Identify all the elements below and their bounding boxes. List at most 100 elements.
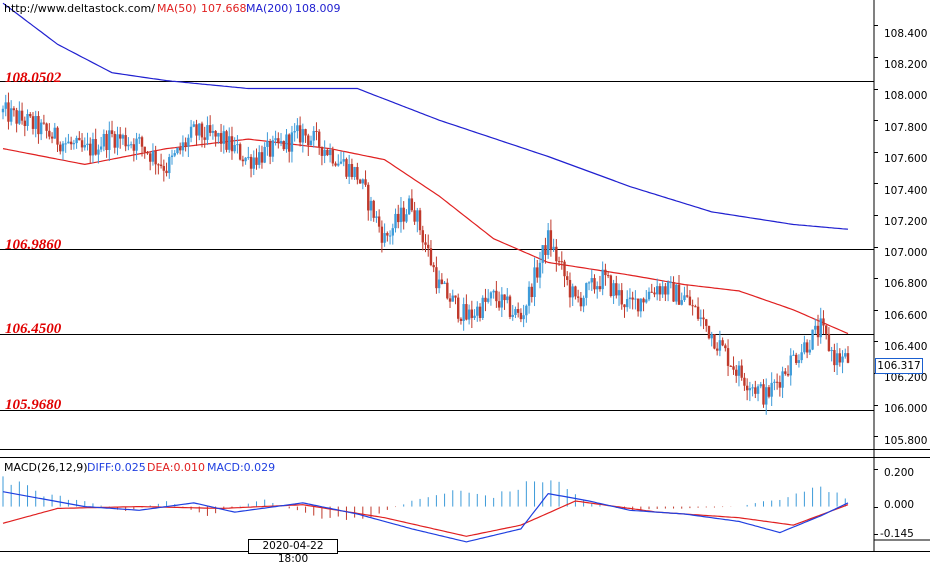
- candle-body: [729, 365, 732, 367]
- candle-body: [342, 159, 345, 162]
- candle-body: [767, 387, 771, 397]
- candle-body: [672, 282, 675, 302]
- candle-body: [835, 353, 839, 366]
- candle-body: [612, 283, 615, 296]
- candle-body: [658, 286, 662, 295]
- ma200-line: [2, 2, 849, 230]
- candle-body: [655, 286, 659, 295]
- candle-body: [519, 312, 523, 320]
- candle-body: [800, 352, 803, 361]
- candle-body: [560, 261, 563, 263]
- candle-body: [492, 290, 495, 293]
- candle-body: [563, 261, 566, 277]
- site-url[interactable]: http://www.deltastock.com/: [4, 2, 155, 15]
- candle-body: [568, 279, 572, 298]
- candle-body: [217, 133, 220, 137]
- macd-y-tick: 0.000: [884, 499, 915, 511]
- candle-body: [268, 141, 272, 157]
- candle-body: [685, 295, 689, 297]
- candle-body: [249, 156, 253, 169]
- candle-body: [699, 317, 703, 319]
- candle-body: [770, 382, 773, 397]
- candle-body: [765, 387, 768, 405]
- candle-body: [129, 144, 133, 146]
- candle-body: [841, 356, 844, 363]
- candle-body: [530, 286, 534, 298]
- candle-body: [522, 315, 525, 320]
- candle-body: [484, 297, 487, 302]
- candle-body: [541, 245, 544, 263]
- candle-body: [726, 348, 730, 366]
- candle-body: [328, 149, 332, 156]
- candle-body: [623, 304, 626, 308]
- candle-body: [596, 286, 599, 290]
- candle-body: [99, 146, 103, 150]
- candle-body: [320, 146, 324, 156]
- candle-body: [331, 149, 335, 164]
- candle-body: [740, 365, 743, 378]
- candle-body: [705, 319, 708, 326]
- candle-body: [645, 299, 648, 303]
- candle-body: [45, 123, 48, 131]
- candle-body: [347, 164, 351, 177]
- candle-body: [236, 144, 239, 146]
- macd-name: MACD(26,12,9): [4, 461, 88, 474]
- candle-body: [557, 261, 561, 263]
- candle-body: [683, 295, 686, 301]
- y-tick: 106.800: [884, 278, 928, 290]
- candle-body: [290, 132, 294, 152]
- candle-body: [516, 309, 520, 313]
- candle-body: [323, 149, 326, 156]
- candle-body: [544, 245, 547, 255]
- macd-diff-line: [2, 491, 849, 543]
- candle-body: [195, 124, 198, 136]
- candle-body: [511, 314, 514, 317]
- candle-body: [67, 141, 70, 144]
- candle-body: [486, 298, 490, 302]
- y-tick: 107.000: [884, 247, 928, 259]
- candle-body: [503, 294, 506, 301]
- candle-body: [127, 144, 130, 147]
- candle-body: [317, 131, 321, 147]
- candle-body: [833, 350, 836, 366]
- candle-body: [97, 149, 100, 155]
- candle-body: [631, 297, 634, 300]
- candle-body: [756, 386, 760, 394]
- candle-body: [350, 164, 354, 178]
- y-tick: 108.400: [884, 28, 928, 40]
- candle-body: [241, 159, 245, 162]
- candle-body: [113, 133, 116, 148]
- candle-body: [282, 140, 285, 150]
- candle-body: [582, 297, 585, 307]
- candle-body: [713, 334, 716, 349]
- candle-body: [418, 210, 422, 231]
- candle-body: [816, 325, 820, 338]
- candle-body: [590, 278, 593, 283]
- candle-body: [48, 130, 51, 137]
- candle-body: [754, 387, 757, 394]
- candle-body: [1, 108, 5, 113]
- candle-body: [664, 286, 667, 295]
- candle-body: [669, 282, 673, 284]
- candle-body: [666, 282, 670, 295]
- candle-body: [696, 306, 700, 319]
- candle-body: [206, 125, 209, 140]
- candle-body: [94, 139, 97, 155]
- candle-body: [443, 282, 446, 284]
- candle-body: [751, 387, 754, 389]
- candle-body: [661, 286, 664, 295]
- candle-body: [61, 143, 65, 152]
- candle-body: [440, 279, 444, 284]
- candle-body: [116, 134, 119, 148]
- candle-body: [604, 269, 607, 276]
- candle-body: [402, 207, 405, 222]
- ma50-label: MA(50): [157, 2, 197, 15]
- candle-body: [75, 137, 78, 144]
- candle-body: [732, 366, 735, 370]
- candle-body: [50, 136, 54, 139]
- candle-body: [797, 360, 801, 363]
- candle-body: [634, 298, 637, 300]
- candle-body: [244, 157, 247, 162]
- candle-body: [214, 130, 217, 137]
- candle-body: [230, 136, 234, 152]
